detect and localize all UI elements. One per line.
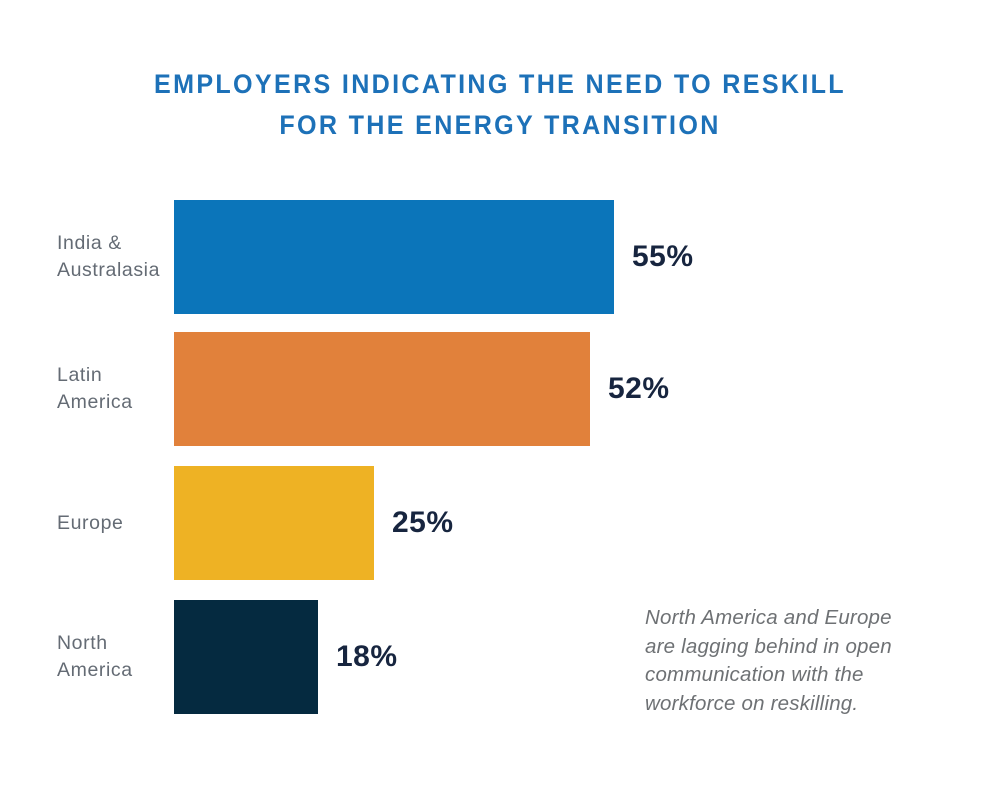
bar-value-label: 52% [608, 372, 670, 405]
chart-title-line-1: EMPLOYERS INDICATING THE NEED TO RESKILL [154, 69, 846, 99]
chart-title-line-2: FOR THE ENERGY TRANSITION [279, 110, 721, 140]
bar-value-label: 18% [336, 640, 398, 673]
category-label: India & Australasia [57, 232, 161, 281]
bar [174, 466, 374, 580]
bar-row-europe: Europe 25% [0, 466, 1000, 580]
chart-title: EMPLOYERS INDICATING THE NEED TO RESKILL… [0, 64, 1000, 146]
chart-annotation: North America and Europe are lagging beh… [645, 606, 892, 715]
bar-row-latin-america: Latin America 52% [0, 332, 1000, 446]
bar-value-label: 25% [392, 506, 454, 539]
bar [174, 332, 590, 446]
bar-row-india-australasia: India & Australasia 55% [0, 200, 1000, 314]
category-label: Latin America [57, 364, 133, 413]
bar [174, 200, 614, 314]
category-label: Europe [57, 511, 124, 534]
bar [174, 600, 318, 714]
category-label: North America [57, 632, 133, 681]
bar-value-label: 55% [632, 240, 694, 273]
bar-row-north-america: North America 18% [0, 600, 1000, 714]
